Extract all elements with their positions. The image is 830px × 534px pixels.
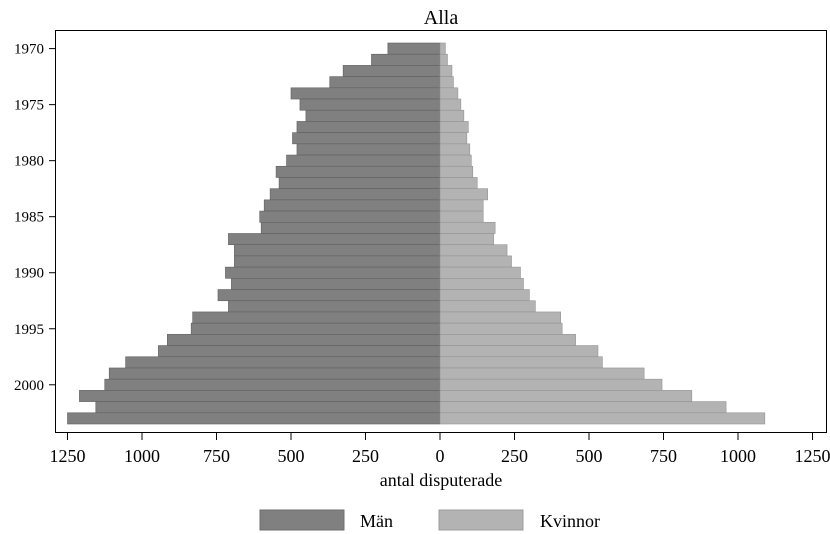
bar-man-1974 [290, 87, 441, 100]
bar-man-1999 [108, 367, 441, 380]
bar-kvinnor-1978 [439, 132, 468, 145]
bar-kvinnor-1989 [439, 255, 512, 268]
x-axis: 1250 1000 750 500 250 0 250 500 750 1000 1250 [50, 432, 830, 466]
bar-kvinnor-1974 [439, 87, 459, 100]
x-tick-label: 1000 [720, 446, 756, 466]
bar-man-2002 [95, 401, 441, 414]
bar-man-1986 [260, 221, 441, 234]
bar-kvinnor-1972 [439, 65, 453, 77]
bar-man-1990 [225, 266, 441, 279]
y-tick-label: 1995 [14, 322, 44, 338]
bar-man-1970 [387, 42, 441, 55]
bar-kvinnor-1987 [439, 233, 494, 246]
bar-kvinnor-1999 [439, 367, 645, 380]
bar-man-1997 [158, 345, 441, 358]
bar-man-1988 [234, 244, 441, 257]
bar-kvinnor-1980 [439, 154, 472, 167]
bar-man-1981 [275, 165, 441, 178]
bar-kvinnor-1995 [439, 322, 563, 335]
bar-man-1976 [305, 109, 441, 122]
x-tick-label: 1250 [795, 446, 830, 466]
x-axis-label: antal disputerade [380, 470, 502, 490]
bar-kvinnor-1988 [439, 244, 508, 257]
bar-kvinnor-1971 [439, 53, 448, 66]
bar-kvinnor-1982 [439, 177, 478, 189]
bar-kvinnor-1993 [439, 300, 536, 313]
bar-man-1998 [125, 356, 441, 369]
legend: Män Kvinnor [259, 509, 600, 531]
x-tick-label: 750 [650, 446, 677, 466]
bar-man-1982 [278, 177, 441, 189]
x-tick-label: 500 [576, 446, 603, 466]
bar-kvinnor-1985 [439, 210, 484, 223]
bar-kvinnor-1998 [439, 356, 603, 369]
bar-kvinnor-2001 [439, 390, 693, 402]
bar-kvinnor-1996 [439, 334, 576, 346]
y-axis: 1970 1975 1980 1985 1990 1995 2000 [14, 42, 56, 394]
legend-label-man: Män [360, 511, 393, 531]
bar-man-1992 [217, 289, 441, 302]
bar-man-1977 [296, 121, 441, 133]
bar-kvinnor-1991 [439, 278, 524, 290]
bar-kvinnor-1992 [439, 289, 530, 302]
bar-kvinnor-2000 [439, 378, 663, 391]
y-tick-label: 1990 [14, 266, 44, 282]
bar-kvinnor-1983 [439, 188, 488, 201]
bar-kvinnor-1979 [439, 143, 471, 156]
bar-man-2003 [67, 412, 441, 425]
bar-man-2001 [79, 390, 441, 402]
bar-man-1995 [190, 322, 441, 335]
legend-swatch-man [259, 509, 345, 531]
bar-man-1979 [296, 143, 441, 156]
y-tick-label: 1975 [14, 98, 44, 114]
x-tick-label: 1000 [124, 446, 160, 466]
bar-man-1993 [228, 300, 441, 313]
bar-kvinnor-2002 [439, 401, 727, 414]
bar-man-1978 [292, 132, 441, 145]
bar-kvinnor-1981 [439, 165, 474, 178]
bar-kvinnor-1986 [439, 221, 496, 234]
bar-man-1987 [228, 233, 441, 246]
bar-man-1984 [263, 199, 441, 212]
bar-man-1972 [342, 65, 441, 77]
bar-kvinnor-1976 [439, 109, 465, 122]
bar-man-1983 [269, 188, 441, 201]
bar-kvinnor-1984 [439, 199, 484, 212]
bar-kvinnor-2003 [439, 412, 766, 425]
y-tick-label: 2000 [14, 378, 44, 394]
bar-kvinnor-1975 [439, 98, 462, 111]
bar-kvinnor-1970 [439, 42, 446, 55]
bar-man-1975 [299, 98, 441, 111]
bar-man-1989 [234, 255, 441, 268]
bar-man-1971 [371, 53, 441, 66]
bar-kvinnor-1990 [439, 266, 521, 279]
x-tick-label: 1250 [50, 446, 86, 466]
bar-man-1996 [167, 334, 441, 346]
x-tick-label: 250 [352, 446, 379, 466]
bar-man-1991 [231, 278, 441, 290]
y-tick-label: 1985 [14, 210, 44, 226]
bar-kvinnor-1994 [439, 311, 561, 324]
bar-kvinnor-1973 [439, 76, 454, 89]
bar-man-1985 [259, 210, 441, 223]
x-tick-label: 750 [203, 446, 230, 466]
x-tick-label: 0 [436, 446, 445, 466]
plot-frame [55, 30, 827, 433]
bars-group [67, 42, 766, 425]
bar-man-1980 [286, 154, 441, 167]
legend-swatch-kvinnor [438, 509, 524, 531]
legend-label-kvinnor: Kvinnor [540, 511, 600, 531]
y-tick-label: 1970 [14, 42, 44, 58]
x-tick-label: 250 [501, 446, 528, 466]
y-tick-label: 1980 [14, 154, 44, 170]
x-tick-label: 500 [278, 446, 305, 466]
bar-man-2000 [104, 378, 441, 391]
bar-man-1973 [329, 76, 441, 89]
chart-title: Alla [424, 7, 459, 29]
bar-kvinnor-1977 [439, 121, 469, 133]
bar-kvinnor-1997 [439, 345, 599, 358]
bar-man-1994 [192, 311, 441, 324]
